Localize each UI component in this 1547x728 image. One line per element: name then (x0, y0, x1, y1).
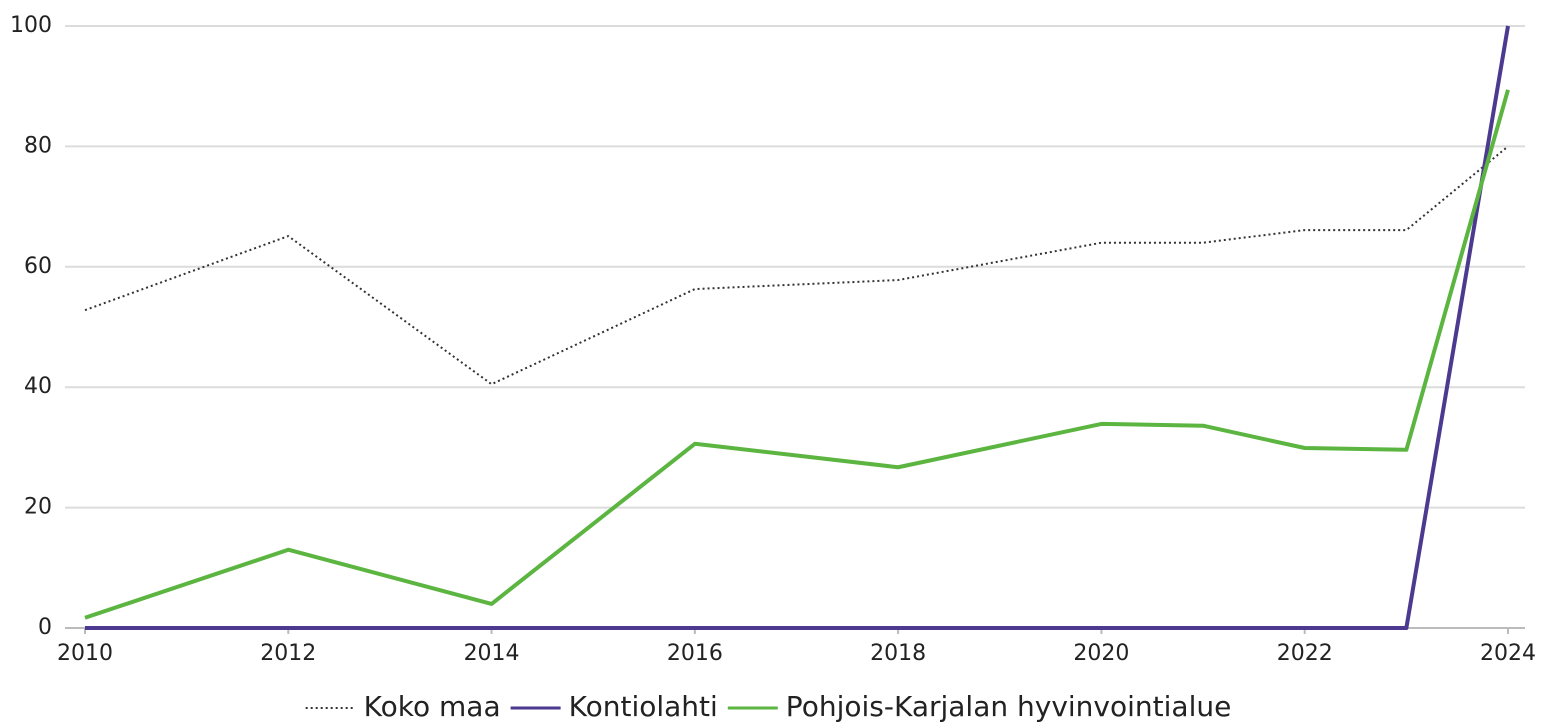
legend-label: Kontiolahti (569, 690, 718, 723)
x-tick-label: 2012 (260, 641, 316, 666)
legend-label: Koko maa (364, 690, 501, 723)
x-tick-label: 2018 (870, 641, 926, 666)
legend: Koko maa Kontiolahti Pohjois-Karjalan hyvi… (305, 690, 1232, 723)
legend-label: Pohjois-Karjalan hyvinvointialue (786, 690, 1232, 723)
x-tick-label: 2010 (57, 641, 113, 666)
series-line (85, 25, 1510, 630)
x-tick-label: 2024 (1480, 641, 1536, 666)
x-tick-label: 2016 (667, 641, 723, 666)
y-tick-label: 60 (24, 254, 52, 279)
x-tick-label: 2014 (464, 641, 520, 666)
y-tick-label: 40 (24, 374, 52, 399)
y-tick-label: 20 (24, 495, 52, 520)
series-line (84, 89, 1510, 620)
x-tick-label: 2020 (1073, 641, 1129, 666)
y-tick-label: 0 (38, 615, 52, 640)
x-tick-label: 2022 (1277, 641, 1333, 666)
series-line (84, 145, 1509, 386)
y-tick-label: 100 (10, 13, 52, 38)
y-tick-label: 80 (24, 133, 52, 158)
